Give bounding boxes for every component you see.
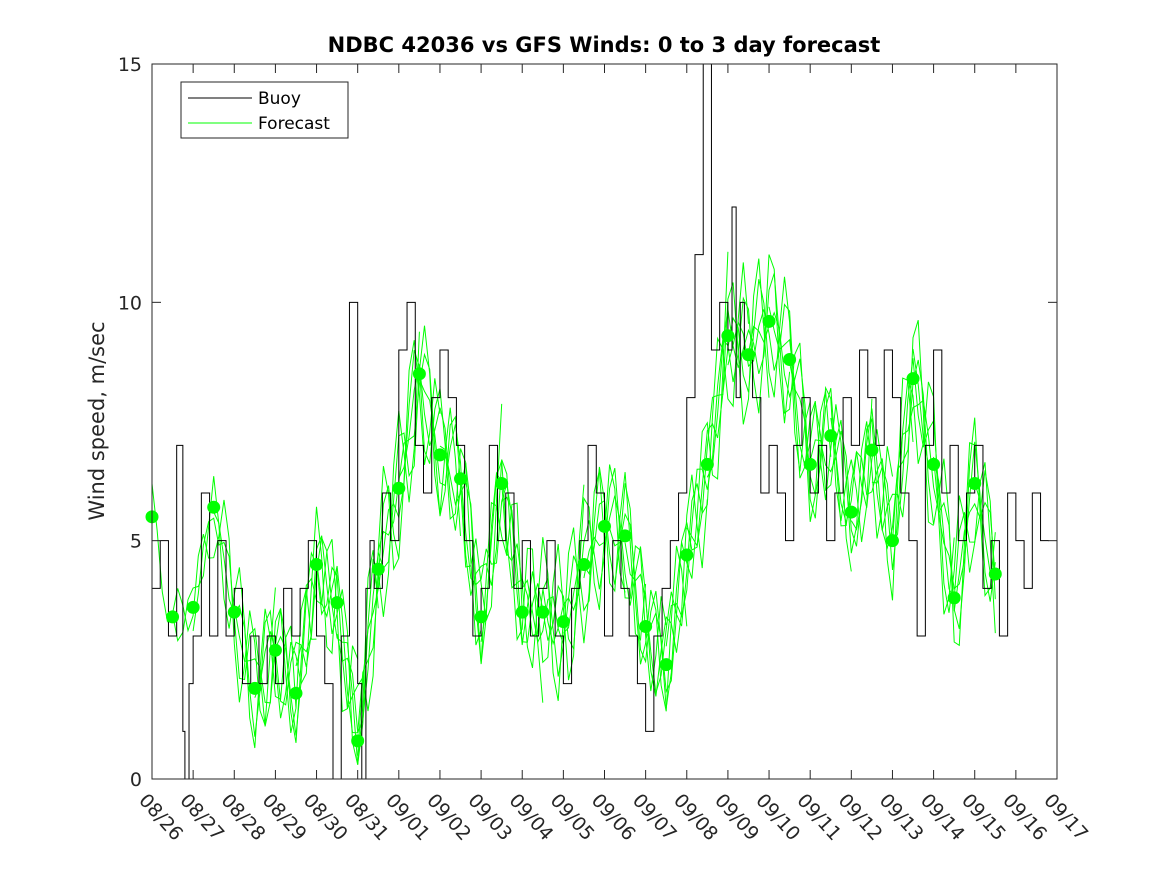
y-tick-label: 0	[130, 769, 142, 791]
buoy-series-line	[152, 63, 1049, 780]
legend-box	[180, 81, 349, 139]
forecast-point	[721, 329, 735, 343]
forecast-point	[433, 448, 447, 462]
x-tick-label: 09/11	[792, 790, 845, 845]
forecast-point	[454, 472, 468, 486]
y-tick-label: 15	[118, 54, 142, 76]
forecast-run-line	[192, 517, 317, 734]
forecast-point	[700, 457, 714, 471]
x-tick-label: 09/05	[546, 790, 599, 845]
x-tick-label: 09/06	[587, 790, 640, 845]
forecast-point	[618, 529, 632, 543]
forecast-point	[392, 481, 406, 495]
x-tick-label: 09/10	[751, 790, 804, 845]
forecast-point	[865, 443, 879, 457]
forecast-point	[988, 567, 1002, 581]
chart-title: NDBC 42036 vs GFS Winds: 0 to 3 day fore…	[328, 33, 881, 57]
forecast-point	[762, 314, 776, 328]
forecast-run-line	[418, 379, 544, 703]
forecast-point	[289, 686, 303, 700]
forecast-run-line	[768, 306, 893, 554]
forecast-point	[639, 619, 653, 633]
x-tick-label: 09/16	[998, 790, 1051, 845]
legend-forecast-label: Forecast	[258, 114, 330, 134]
forecast-point	[927, 457, 941, 471]
x-tick-label: 09/09	[710, 790, 763, 845]
forecast-point	[680, 548, 694, 562]
forecast-run-line	[316, 340, 441, 734]
forecast-point	[227, 605, 241, 619]
forecast-point	[495, 476, 509, 490]
forecast-run-line	[604, 251, 729, 708]
forecast-point	[351, 734, 365, 748]
forecast-run-line	[809, 320, 934, 547]
x-tick-label: 09/15	[957, 790, 1010, 845]
forecast-point	[412, 367, 426, 381]
x-tick-label: 09/08	[669, 790, 722, 845]
y-tick-label: 5	[130, 531, 142, 553]
forecast-point	[248, 681, 262, 695]
forecast-point	[268, 643, 282, 657]
x-tick-label: 08/29	[258, 790, 311, 845]
forecast-run-line	[624, 262, 749, 694]
legend: Buoy Forecast	[180, 81, 349, 139]
forecast-run-line	[686, 276, 811, 548]
forecast-point	[474, 610, 488, 624]
forecast-run-line	[645, 258, 770, 694]
forecast-point	[207, 500, 221, 514]
forecast-point	[824, 429, 838, 443]
buoy-line	[152, 63, 1049, 780]
x-tick-label: 08/26	[134, 790, 187, 845]
forecast-point	[166, 610, 180, 624]
forecast-point	[906, 372, 920, 386]
forecast-point	[556, 615, 570, 629]
x-tick-label: 08/30	[299, 790, 352, 845]
forecast-point	[515, 605, 529, 619]
forecast-point	[803, 457, 817, 471]
x-tick-label: 08/27	[175, 790, 228, 845]
forecast-point	[310, 558, 324, 571]
forecast-run-line	[953, 501, 996, 612]
forecast-points	[145, 314, 1002, 748]
forecast-run-line	[521, 466, 647, 645]
x-tick-label: 09/03	[463, 790, 516, 845]
forecast-point	[844, 505, 858, 519]
forecast-point	[371, 562, 385, 576]
x-tick-label: 08/31	[340, 790, 393, 845]
y-axis-label: Wind speed, m/sec	[85, 321, 109, 520]
forecast-run-line	[727, 303, 852, 572]
forecast-point	[947, 591, 961, 605]
forecast-point	[968, 476, 982, 490]
forecast-point	[330, 596, 344, 610]
x-tick-label: 08/28	[217, 790, 270, 845]
forecast-point	[536, 605, 550, 619]
forecast-run-line	[460, 472, 585, 681]
x-tick-label: 09/02	[422, 790, 475, 845]
x-tick-label: 09/14	[916, 790, 969, 845]
x-tick-label: 09/17	[1039, 790, 1092, 845]
x-tick-label: 09/13	[875, 790, 928, 845]
forecast-run-line	[933, 441, 996, 602]
y-tick-label: 10	[118, 292, 142, 314]
forecast-point	[577, 558, 591, 571]
forecast-point	[783, 353, 797, 367]
x-tick-label: 09/12	[834, 790, 887, 845]
legend-buoy-label: Buoy	[258, 89, 301, 109]
forecast-point	[186, 600, 200, 614]
forecast-point	[741, 348, 755, 362]
forecast-run-line	[398, 364, 523, 664]
x-tick-label: 09/07	[628, 790, 681, 845]
x-tick-label: 09/04	[505, 790, 558, 845]
forecast-point	[598, 519, 611, 533]
x-tick-label: 09/01	[381, 790, 434, 845]
forecast-point	[659, 658, 673, 672]
forecast-point	[885, 534, 899, 548]
y-axis-ticks: 0 5 10 15	[118, 54, 1057, 791]
